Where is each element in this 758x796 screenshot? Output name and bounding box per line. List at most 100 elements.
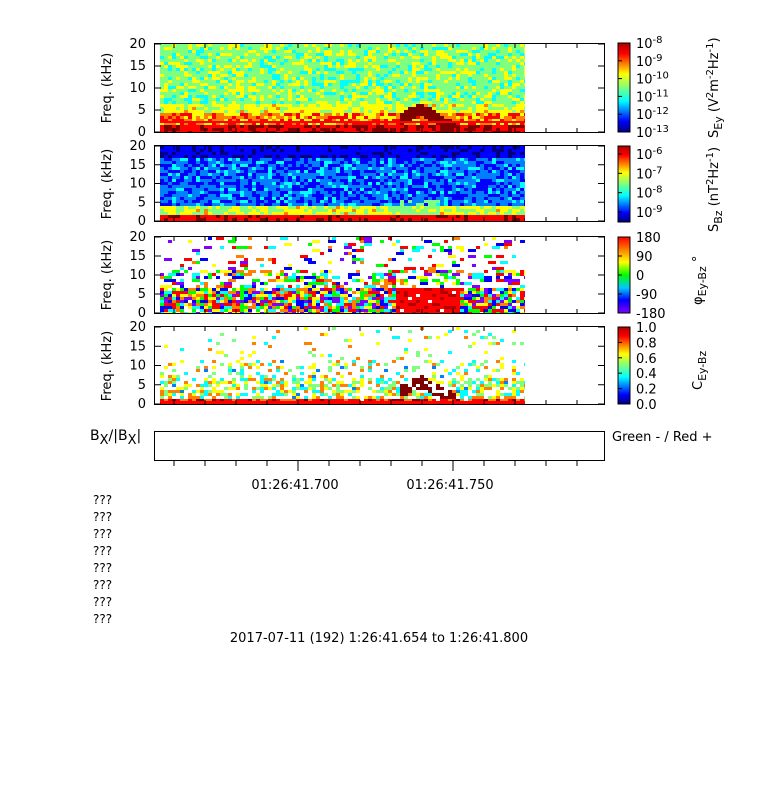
spectrogram-cell [328, 188, 332, 191]
spectrogram-cell [296, 152, 300, 155]
spectrogram-cell [168, 110, 172, 113]
spectrogram-cell [304, 173, 308, 176]
spectrogram-cell [440, 44, 444, 47]
spectrogram-cell [340, 176, 344, 179]
spectrogram-cell [408, 89, 412, 92]
spectrogram-cell [512, 71, 516, 74]
spectrogram-cell [256, 86, 260, 89]
spectrogram-cell [520, 50, 524, 53]
spectrogram-cell [360, 194, 364, 197]
spectrogram-cell [280, 131, 284, 132]
spectrogram-cell [264, 74, 268, 77]
spectrogram-cell [432, 182, 436, 185]
spectrogram-cell [164, 125, 168, 128]
spectrogram-cell [524, 191, 525, 194]
spectrogram-cell [312, 212, 316, 215]
spectrogram-cell [336, 122, 340, 125]
spectrogram-cell [380, 89, 384, 92]
spectrogram-cell [284, 206, 288, 209]
spectrogram-cell [420, 74, 424, 77]
spectrogram-cell [256, 119, 260, 122]
spectrogram-cell [364, 176, 368, 179]
spectrogram-cell [440, 164, 444, 167]
spectrogram-cell [268, 209, 272, 212]
spectrogram-cell [376, 200, 380, 203]
spectrogram-cell [320, 131, 324, 132]
spectrogram-cell [452, 161, 456, 164]
spectrogram-cell [452, 188, 456, 191]
spectrogram-cell [192, 53, 196, 56]
spectrogram-cell [280, 62, 284, 65]
spectrogram-cell [424, 113, 428, 116]
spectrogram-cell [520, 164, 524, 167]
spectrogram-cell [420, 77, 424, 80]
spectrogram-cell [296, 209, 300, 212]
spectrogram-cell [324, 101, 328, 104]
spectrogram-cell [168, 179, 172, 182]
spectrogram-cell [400, 164, 404, 167]
spectrogram-cell [316, 80, 320, 83]
spectrogram-cell [180, 212, 184, 215]
spectrogram-cell [240, 86, 244, 89]
spectrogram-cell [244, 101, 248, 104]
spectrogram-cell [268, 185, 272, 188]
spectrogram-cell [304, 77, 308, 80]
spectrogram-cell [436, 164, 440, 167]
spectrogram-cell [456, 80, 460, 83]
spectrogram-cell [328, 206, 332, 209]
spectrogram-cell [188, 131, 192, 132]
spectrogram-cell [396, 110, 400, 113]
spectrogram-cell [512, 50, 516, 53]
spectrogram-cell [224, 194, 228, 197]
spectrogram-cell [200, 101, 204, 104]
spectrogram-cell [300, 59, 304, 62]
spectrogram-cell [216, 92, 220, 95]
spectrogram-cell [276, 146, 280, 149]
spectrogram-cell [272, 155, 276, 158]
spectrogram-cell [444, 188, 448, 191]
spectrogram-cell [336, 128, 340, 131]
spectrogram-cell [180, 125, 184, 128]
spectrogram-cell [196, 47, 200, 50]
spectrogram-cell [380, 182, 384, 185]
spectrogram-cell [280, 179, 284, 182]
spectrogram-cell [424, 179, 428, 182]
spectrogram-cell [244, 188, 248, 191]
spectrogram-cell [248, 158, 252, 161]
spectrogram-cell [432, 62, 436, 65]
spectrogram-cell [316, 98, 320, 101]
spectrogram-cell [404, 212, 408, 215]
spectrogram-cell [424, 203, 428, 206]
spectrogram-cell [344, 179, 348, 182]
spectrogram-cell [264, 194, 268, 197]
spectrogram-cell [308, 164, 312, 167]
spectrogram-cell [220, 71, 224, 74]
spectrogram-cell [292, 170, 296, 173]
spectrogram-cell [216, 158, 220, 161]
spectrogram-cell [436, 191, 440, 194]
spectrogram-cell [228, 50, 232, 53]
spectrogram-cell [480, 50, 484, 53]
spectrogram-cell [332, 164, 336, 167]
spectrogram-cell [512, 125, 516, 128]
spectrogram-cell [512, 89, 516, 92]
spectrogram-cell [356, 80, 360, 83]
spectrogram-cell [160, 104, 164, 107]
spectrogram-cell [448, 86, 452, 89]
spectrogram-cell [516, 167, 520, 170]
spectrogram-cell [416, 104, 420, 107]
spectrogram-cell [160, 86, 164, 89]
spectrogram-cell [368, 68, 372, 71]
spectrogram-cell [260, 173, 264, 176]
spectrogram-cell [240, 104, 244, 107]
spectrogram-cell [304, 122, 308, 125]
spectrogram-cell [284, 173, 288, 176]
spectrogram-cell [244, 185, 248, 188]
spectrogram-cell [384, 131, 388, 132]
spectrogram-cell [412, 68, 416, 71]
spectrogram-cell [180, 191, 184, 194]
spectrogram-cell [452, 194, 456, 197]
spectrogram-cell [216, 95, 220, 98]
spectrogram-cell [352, 152, 356, 155]
spectrogram-cell [432, 152, 436, 155]
